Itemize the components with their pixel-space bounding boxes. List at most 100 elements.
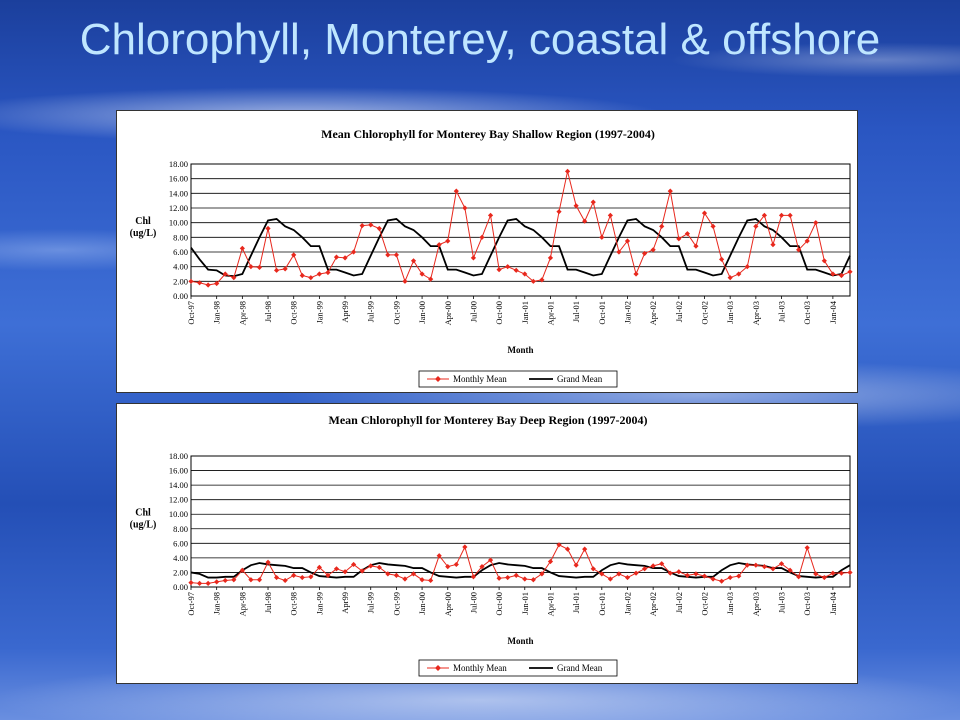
monthly-mean-point [359, 568, 365, 574]
monthly-mean-point [607, 576, 613, 582]
y-tick-label: 0.00 [173, 582, 188, 592]
y-tick-label: 8.00 [173, 232, 188, 242]
monthly-mean-point [719, 256, 725, 262]
x-tick-label: Apr-02 [648, 592, 658, 616]
monthly-mean-point [599, 571, 605, 577]
monthly-mean-point [830, 271, 836, 277]
monthly-mean-point [385, 252, 391, 258]
monthly-mean-point [701, 210, 708, 216]
legend-monthly-label: Monthly Mean [453, 374, 507, 384]
x-tick-label: Apr-01 [545, 301, 555, 325]
monthly-mean-point [710, 576, 716, 582]
x-tick-label: Oct-98 [289, 592, 299, 616]
chart-title: Mean Chlorophyll for Monterey Bay Shallo… [321, 127, 655, 141]
x-tick-label: Jul-02 [674, 592, 684, 613]
y-tick-label: 2.00 [173, 276, 188, 286]
y-tick-label: 18.00 [169, 451, 188, 461]
monthly-mean-point [813, 220, 819, 226]
x-tick-label: Oct-00 [494, 301, 504, 325]
x-tick-label: Apr99 [340, 592, 350, 614]
monthly-mean-point [239, 245, 245, 251]
monthly-mean-point [291, 572, 297, 578]
x-tick-label: Jan-98 [212, 301, 222, 324]
monthly-mean-point [573, 562, 579, 568]
grand-mean-line [190, 218, 851, 278]
x-tick-label: Apr-01 [545, 592, 555, 616]
x-tick-label: Jul-01 [571, 592, 581, 613]
monthly-mean-point [402, 278, 408, 284]
x-tick-label: Jan-00 [417, 301, 427, 324]
monthly-mean-point [470, 255, 477, 261]
monthly-mean-point [299, 574, 305, 581]
x-tick-label: Oct-00 [494, 592, 504, 616]
x-tick-label: Oct-98 [289, 301, 299, 325]
monthly-mean-point [479, 234, 485, 240]
monthly-mean-point [385, 571, 391, 577]
monthly-mean-line [190, 171, 851, 286]
monthly-mean-point [650, 247, 656, 253]
monthly-mean-point [222, 577, 228, 584]
x-tick-label: Oct-97 [186, 301, 196, 325]
legend-monthly-label: Monthly Mean [453, 663, 507, 673]
monthly-mean-point [496, 267, 502, 273]
y-tick-label: 2.00 [173, 567, 188, 577]
y-tick-label: 10.00 [169, 509, 188, 519]
monthly-mean-point [436, 242, 442, 248]
x-tick-label: Apr-03 [751, 592, 761, 616]
y-tick-label: 4.00 [173, 262, 188, 272]
monthly-mean-point [590, 566, 596, 572]
monthly-mean-point [342, 569, 348, 575]
y-tick-label: 0.00 [173, 291, 188, 301]
monthly-mean-point [753, 562, 759, 568]
monthly-mean-point [188, 580, 194, 586]
monthly-mean-point [659, 223, 665, 229]
monthly-mean-point [188, 278, 194, 284]
monthly-mean-point [299, 272, 305, 279]
shallow-chart-canvas: Mean Chlorophyll for Monterey Bay Shallo… [130, 127, 853, 388]
x-tick-label: Jan-98 [212, 592, 222, 615]
y-tick-label: 4.00 [173, 553, 188, 563]
x-axis-label: Month [507, 636, 533, 646]
monthly-mean-point [453, 561, 459, 568]
monthly-mean-point [239, 567, 245, 573]
monthly-mean-point [778, 561, 785, 567]
deep-chart-canvas: Mean Chlorophyll for Monterey Bay Deep R… [130, 413, 853, 677]
x-tick-label: Jul-02 [674, 301, 684, 322]
monthly-mean-point [710, 223, 716, 229]
x-tick-label: Apr-03 [751, 301, 761, 325]
monthly-mean-point [804, 545, 810, 551]
monthly-mean-point [205, 282, 211, 288]
monthly-mean-point [684, 231, 690, 237]
monthly-mean-point [761, 212, 768, 218]
x-tick-label: Jan-04 [828, 300, 838, 323]
y-tick-label: 12.00 [169, 203, 188, 213]
y-tick-label: 6.00 [173, 538, 188, 548]
x-tick-label: Jan-02 [622, 592, 632, 615]
monthly-mean-point [325, 269, 331, 276]
x-tick-label: Jan-02 [622, 301, 632, 324]
monthly-mean-point [676, 569, 682, 575]
monthly-mean-point [462, 205, 468, 211]
monthly-mean-point [205, 580, 211, 586]
monthly-mean-point [231, 577, 237, 583]
monthly-mean-point [556, 542, 562, 548]
monthly-mean-point [727, 574, 733, 581]
chart-title: Mean Chlorophyll for Monterey Bay Deep R… [329, 413, 648, 427]
x-tick-label: Oct-02 [700, 592, 710, 616]
monthly-mean-point [248, 264, 254, 270]
legend-monthly-swatch-marker [435, 376, 441, 382]
monthly-mean-point [273, 267, 280, 273]
x-tick-label: Jan-99 [314, 301, 324, 324]
monthly-mean-point [821, 258, 827, 264]
monthly-mean-point [633, 271, 639, 277]
x-tick-label: Jan-99 [314, 592, 324, 615]
monthly-mean-point [316, 271, 322, 277]
monthly-mean-point [616, 249, 622, 255]
monthly-mean-point [265, 225, 271, 232]
monthly-mean-point [641, 566, 648, 572]
monthly-mean-point [838, 272, 845, 279]
monthly-mean-point [701, 573, 708, 579]
legend-box [418, 370, 618, 388]
y-tick-label: 10.00 [169, 218, 188, 228]
monthly-mean-point [633, 570, 639, 576]
